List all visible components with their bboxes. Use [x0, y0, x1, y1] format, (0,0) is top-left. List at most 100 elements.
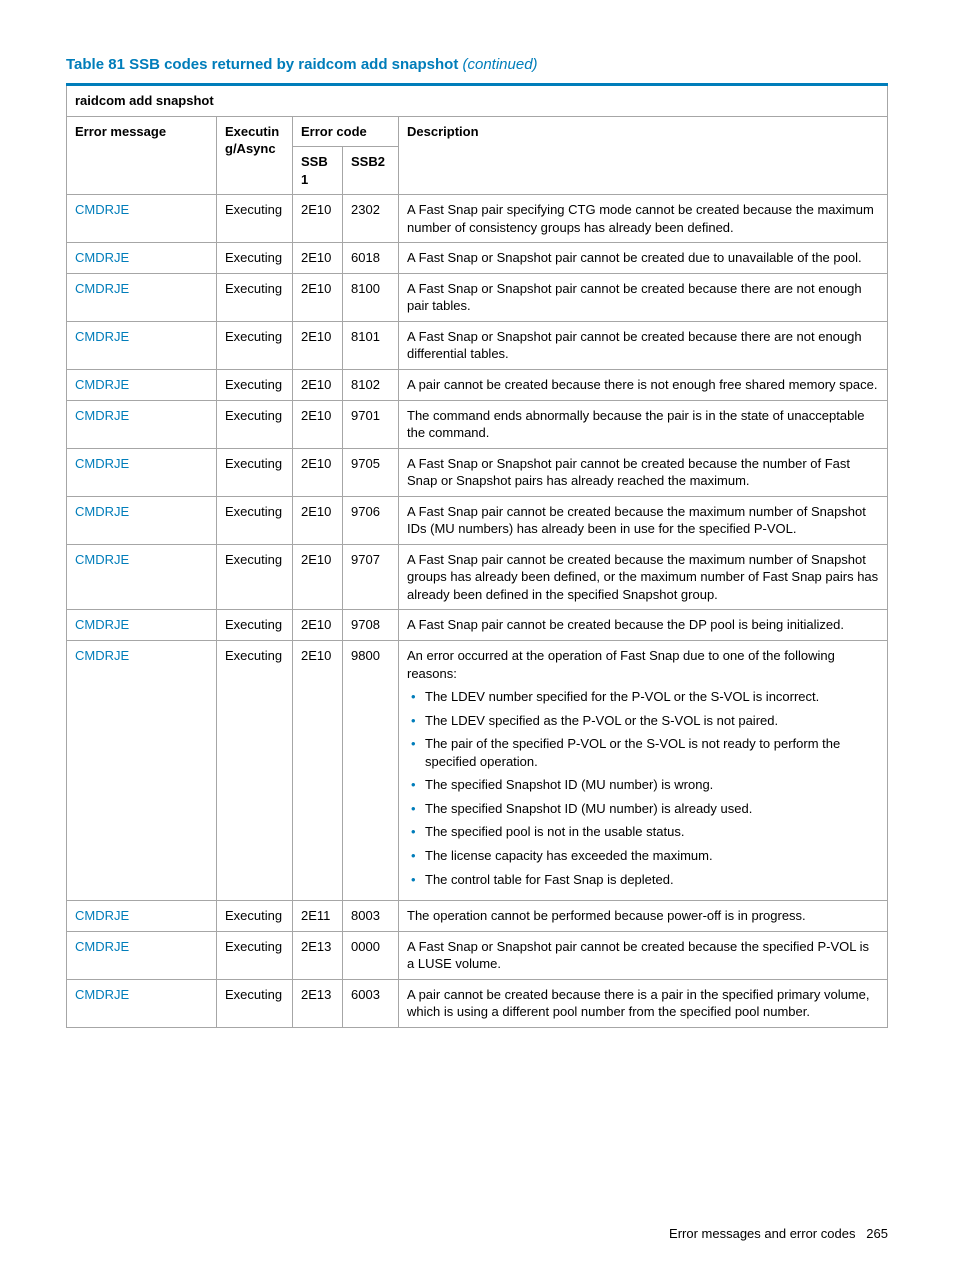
- description-bullet: The specified pool is not in the usable …: [425, 823, 879, 841]
- cell-ssb1: 2E10: [293, 641, 343, 901]
- col-header-error-code: Error code: [293, 116, 399, 147]
- cell-mode: Executing: [217, 448, 293, 496]
- cell-ssb2: 9706: [343, 496, 399, 544]
- cell-ssb1: 2E10: [293, 448, 343, 496]
- description-bullet: The specified Snapshot ID (MU number) is…: [425, 776, 879, 794]
- cell-description: A Fast Snap pair cannot be created becau…: [399, 544, 888, 610]
- table-title: Table 81 SSB codes returned by raidcom a…: [66, 56, 888, 73]
- cell-ssb2: 8003: [343, 901, 399, 932]
- cell-error-message: CMDRJE: [67, 931, 217, 979]
- cell-description: A Fast Snap or Snapshot pair cannot be c…: [399, 931, 888, 979]
- description-bullet: The pair of the specified P-VOL or the S…: [425, 735, 879, 770]
- col-header-mode: Executing/Async: [217, 116, 293, 195]
- cell-description: A Fast Snap or Snapshot pair cannot be c…: [399, 273, 888, 321]
- cell-description: A Fast Snap or Snapshot pair cannot be c…: [399, 321, 888, 369]
- table-row: CMDRJEExecuting2E109800An error occurred…: [67, 641, 888, 901]
- cell-description: A pair cannot be created because there i…: [399, 370, 888, 401]
- cell-ssb1: 2E10: [293, 496, 343, 544]
- footer-section: Error messages and error codes: [669, 1226, 855, 1241]
- cell-error-message: CMDRJE: [67, 370, 217, 401]
- description-bullet: The specified Snapshot ID (MU number) is…: [425, 800, 879, 818]
- cell-ssb2: 9701: [343, 400, 399, 448]
- cell-ssb1: 2E10: [293, 610, 343, 641]
- title-continued: (continued): [463, 56, 538, 73]
- cell-error-message: CMDRJE: [67, 400, 217, 448]
- cell-ssb2: 2302: [343, 195, 399, 243]
- cell-ssb1: 2E13: [293, 979, 343, 1027]
- cell-mode: Executing: [217, 195, 293, 243]
- cell-error-message: CMDRJE: [67, 321, 217, 369]
- description-lead: An error occurred at the operation of Fa…: [407, 647, 879, 682]
- cell-description: The command ends abnormally because the …: [399, 400, 888, 448]
- table-row: CMDRJEExecuting2E130000A Fast Snap or Sn…: [67, 931, 888, 979]
- document-page: Table 81 SSB codes returned by raidcom a…: [0, 0, 954, 1271]
- cell-error-message: CMDRJE: [67, 641, 217, 901]
- cell-ssb1: 2E10: [293, 370, 343, 401]
- cell-error-message: CMDRJE: [67, 901, 217, 932]
- cell-mode: Executing: [217, 610, 293, 641]
- cell-ssb1: 2E10: [293, 321, 343, 369]
- description-bullet: The LDEV number specified for the P-VOL …: [425, 688, 879, 706]
- cell-mode: Executing: [217, 979, 293, 1027]
- cell-ssb1: 2E10: [293, 273, 343, 321]
- description-bullet: The control table for Fast Snap is deple…: [425, 871, 879, 889]
- table-head: raidcom add snapshot Error message Execu…: [67, 85, 888, 195]
- table-row: CMDRJEExecuting2E136003A pair cannot be …: [67, 979, 888, 1027]
- cell-error-message: CMDRJE: [67, 448, 217, 496]
- cell-description: The operation cannot be performed becaus…: [399, 901, 888, 932]
- cell-ssb2: 0000: [343, 931, 399, 979]
- cell-description: A Fast Snap pair cannot be created becau…: [399, 496, 888, 544]
- footer-page: 265: [866, 1226, 888, 1241]
- cell-ssb2: 8101: [343, 321, 399, 369]
- cell-mode: Executing: [217, 321, 293, 369]
- cell-description: A Fast Snap or Snapshot pair cannot be c…: [399, 448, 888, 496]
- cell-ssb1: 2E10: [293, 544, 343, 610]
- table-row: CMDRJEExecuting2E109701The command ends …: [67, 400, 888, 448]
- table-caption: raidcom add snapshot: [67, 85, 888, 117]
- cell-description: An error occurred at the operation of Fa…: [399, 641, 888, 901]
- table-row: CMDRJEExecuting2E102302A Fast Snap pair …: [67, 195, 888, 243]
- description-bullet: The LDEV specified as the P-VOL or the S…: [425, 712, 879, 730]
- page-footer: Error messages and error codes 265: [669, 1226, 888, 1241]
- table-row: CMDRJEExecuting2E109705A Fast Snap or Sn…: [67, 448, 888, 496]
- cell-ssb2: 9800: [343, 641, 399, 901]
- col-header-error-message: Error message: [67, 116, 217, 195]
- cell-error-message: CMDRJE: [67, 496, 217, 544]
- cell-ssb1: 2E10: [293, 195, 343, 243]
- cell-ssb1: 2E10: [293, 243, 343, 274]
- cell-ssb2: 9707: [343, 544, 399, 610]
- cell-error-message: CMDRJE: [67, 273, 217, 321]
- description-list: The LDEV number specified for the P-VOL …: [407, 688, 879, 888]
- cell-description: A Fast Snap pair cannot be created becau…: [399, 610, 888, 641]
- ssb-codes-table: raidcom add snapshot Error message Execu…: [66, 83, 888, 1028]
- cell-mode: Executing: [217, 370, 293, 401]
- cell-error-message: CMDRJE: [67, 195, 217, 243]
- cell-description: A Fast Snap pair specifying CTG mode can…: [399, 195, 888, 243]
- cell-ssb1: 2E13: [293, 931, 343, 979]
- table-row: CMDRJEExecuting2E108102A pair cannot be …: [67, 370, 888, 401]
- cell-mode: Executing: [217, 243, 293, 274]
- cell-error-message: CMDRJE: [67, 979, 217, 1027]
- table-row: CMDRJEExecuting2E118003The operation can…: [67, 901, 888, 932]
- table-row: CMDRJEExecuting2E109707A Fast Snap pair …: [67, 544, 888, 610]
- cell-mode: Executing: [217, 901, 293, 932]
- cell-error-message: CMDRJE: [67, 544, 217, 610]
- cell-ssb2: 9705: [343, 448, 399, 496]
- cell-ssb2: 8100: [343, 273, 399, 321]
- table-row: CMDRJEExecuting2E106018A Fast Snap or Sn…: [67, 243, 888, 274]
- cell-error-message: CMDRJE: [67, 243, 217, 274]
- col-header-ssb1: SSB1: [293, 147, 343, 195]
- table-body: CMDRJEExecuting2E102302A Fast Snap pair …: [67, 195, 888, 1028]
- cell-mode: Executing: [217, 400, 293, 448]
- cell-mode: Executing: [217, 273, 293, 321]
- cell-ssb1: 2E11: [293, 901, 343, 932]
- cell-description: A Fast Snap or Snapshot pair cannot be c…: [399, 243, 888, 274]
- cell-description: A pair cannot be created because there i…: [399, 979, 888, 1027]
- table-row: CMDRJEExecuting2E108100A Fast Snap or Sn…: [67, 273, 888, 321]
- description-bullet: The license capacity has exceeded the ma…: [425, 847, 879, 865]
- cell-mode: Executing: [217, 931, 293, 979]
- cell-ssb2: 6018: [343, 243, 399, 274]
- cell-ssb1: 2E10: [293, 400, 343, 448]
- cell-ssb2: 9708: [343, 610, 399, 641]
- table-row: CMDRJEExecuting2E109708A Fast Snap pair …: [67, 610, 888, 641]
